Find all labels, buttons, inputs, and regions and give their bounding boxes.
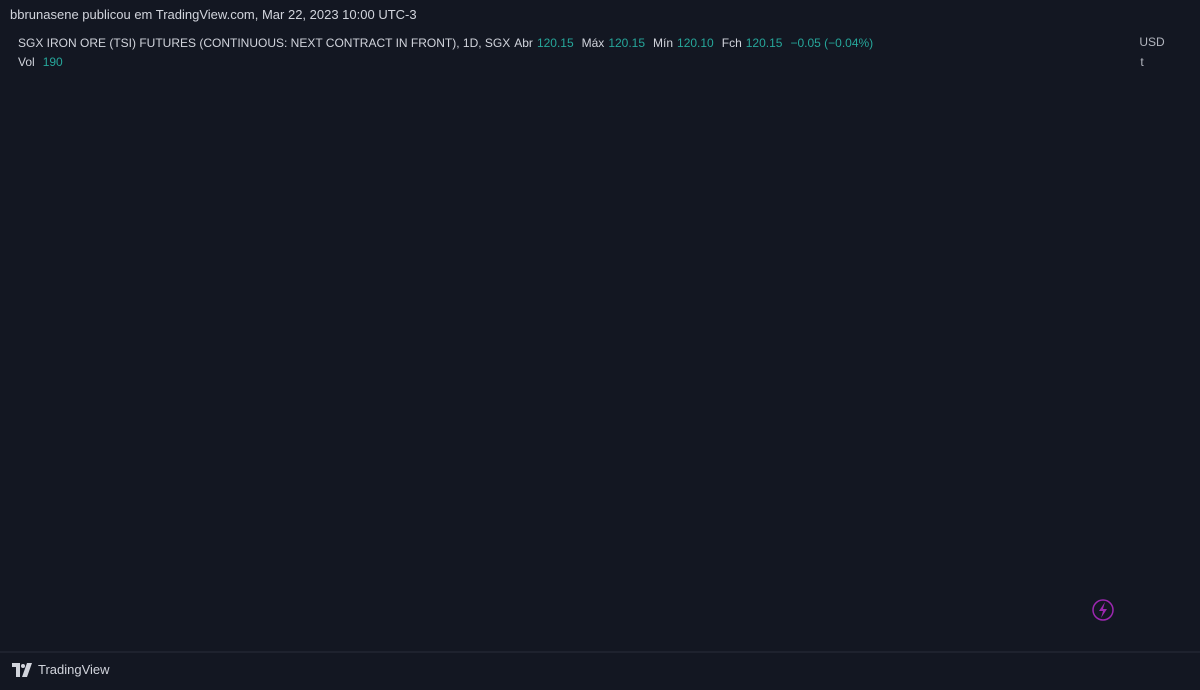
change-value: −0.05 (−0.04%) [790, 36, 874, 50]
top-bar: bbrunasene publicou em TradingView.com, … [0, 0, 1200, 30]
volume-legend: Vol 190 [18, 55, 63, 69]
high-label: Máx [581, 36, 605, 50]
volume-value: 190 [42, 55, 63, 69]
alert-icon[interactable] [1092, 599, 1114, 621]
price-axis [1130, 30, 1200, 652]
unit: t [1140, 55, 1144, 69]
currency: USD [1139, 35, 1165, 49]
brand-name: TradingView [38, 662, 110, 677]
open-value: 120.15 [536, 36, 574, 50]
low-label: Mín [653, 36, 674, 50]
footer: TradingView [12, 662, 110, 677]
author-line: bbrunasene publicou em TradingView.com, … [10, 7, 417, 22]
brand-logo [12, 662, 32, 677]
close-label: Fch [721, 36, 742, 50]
symbol-title: SGX IRON ORE (TSI) FUTURES (CONTINUOUS: … [18, 36, 511, 50]
chart-background [0, 30, 1200, 690]
alert-bolt [1099, 602, 1107, 618]
open-label: Abr [514, 36, 533, 50]
legend: SGX IRON ORE (TSI) FUTURES (CONTINUOUS: … [18, 36, 877, 50]
volume-label: Vol [18, 55, 35, 69]
close-value: 120.15 [745, 36, 783, 50]
low-value: 120.10 [677, 36, 714, 50]
high-value: 120.15 [608, 36, 646, 50]
